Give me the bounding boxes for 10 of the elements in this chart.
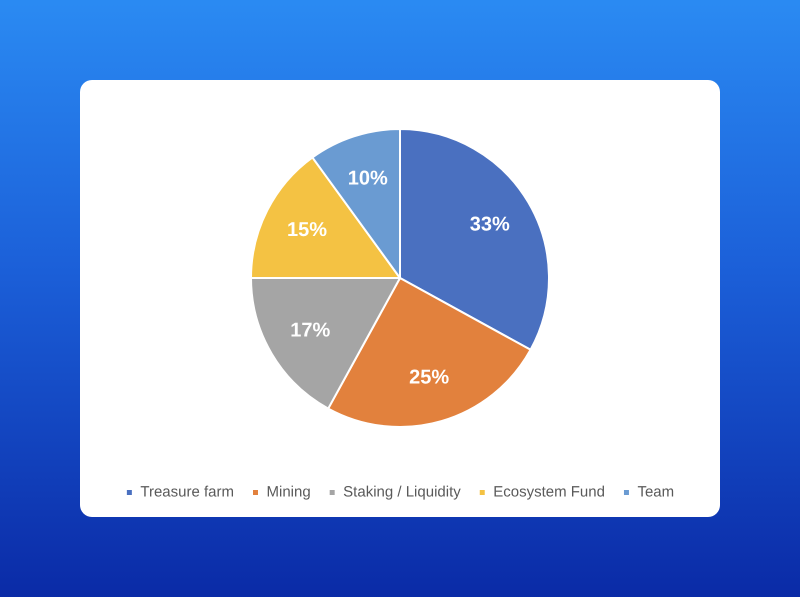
legend-label: Staking / Liquidity: [343, 484, 462, 501]
data-label: 15%: [287, 219, 328, 242]
legend-label: Ecosystem Fund: [493, 484, 605, 501]
data-label: 33%: [470, 213, 510, 236]
data-label: 10%: [348, 167, 388, 190]
legend-label: Team: [637, 484, 674, 501]
data-label: 25%: [409, 366, 450, 389]
legend-label: Treasure farm: [140, 484, 234, 501]
legend-label: Mining: [266, 484, 311, 501]
data-label: 17%: [290, 320, 330, 342]
